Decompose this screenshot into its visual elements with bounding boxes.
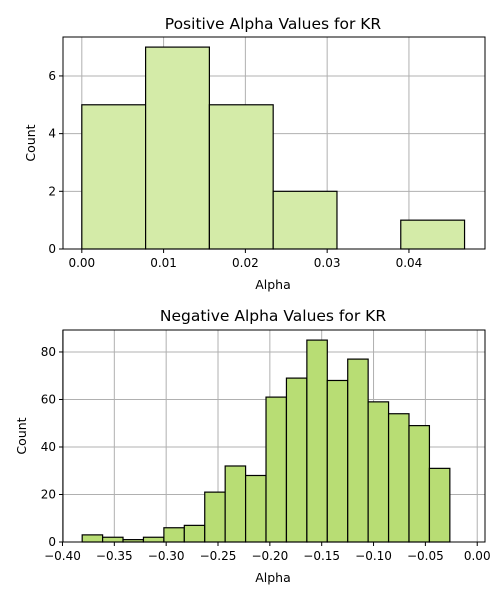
negative-alpha-histogram: Negative Alpha Values for KR Alpha Count… — [14, 307, 491, 585]
histogram-bar — [326, 379, 349, 543]
x-tick-label: −0.35 — [96, 549, 133, 563]
positive-alpha-histogram: Positive Alpha Values for KR Alpha Count… — [23, 15, 486, 292]
bars — [81, 46, 466, 250]
bars — [81, 339, 451, 543]
x-tick-label: −0.10 — [355, 549, 392, 563]
x-tick-label: 0.01 — [150, 256, 177, 270]
histogram-bar — [265, 396, 288, 543]
histogram-bar — [306, 339, 328, 543]
x-tick-label: −0.40 — [44, 549, 81, 563]
y-tick-label: 0 — [48, 242, 56, 256]
y-tick-label: 20 — [41, 487, 56, 501]
histogram-bar — [81, 104, 147, 250]
chart-title: Negative Alpha Values for KR — [160, 307, 386, 325]
y-tick-label: 80 — [41, 345, 56, 359]
histogram-bar — [208, 104, 274, 250]
histogram-bar — [81, 534, 104, 543]
y-tick-label: 40 — [41, 440, 56, 454]
histogram-bar — [145, 46, 210, 250]
histogram-bar — [204, 491, 226, 543]
histogram-bar — [347, 358, 369, 543]
x-tick-label: −0.15 — [303, 549, 340, 563]
histogram-bar — [285, 377, 308, 543]
x-tick-label: −0.25 — [200, 549, 237, 563]
x-tick-label: 0.02 — [232, 256, 259, 270]
histogram-bar — [224, 465, 247, 543]
y-axis-label: Count — [23, 124, 38, 161]
histogram-bar — [428, 467, 451, 543]
histogram-bar — [367, 401, 390, 543]
x-tick-label: 0.04 — [396, 256, 423, 270]
histogram-bar — [183, 524, 206, 543]
histogram-bar — [408, 425, 431, 543]
histogram-bar — [244, 474, 267, 543]
x-tick-label: −0.05 — [407, 549, 444, 563]
histogram-bar — [163, 527, 185, 543]
histogram-bar — [142, 536, 165, 543]
x-axis-label: Alpha — [255, 570, 291, 585]
x-tick-label: 0.00 — [464, 549, 491, 563]
histogram-bar — [400, 219, 466, 250]
y-tick-label: 60 — [41, 392, 56, 406]
plot-frame — [62, 36, 486, 250]
histogram-bar — [272, 190, 338, 250]
y-axis-label: Count — [14, 417, 29, 454]
y-tick-label: 0 — [48, 535, 56, 549]
x-axis-label: Alpha — [255, 277, 291, 292]
histogram-bar — [387, 413, 410, 543]
y-tick-label: 6 — [48, 69, 56, 83]
x-tick-label: −0.20 — [251, 549, 288, 563]
plot-frame — [62, 329, 486, 543]
y-tick-label: 2 — [48, 184, 56, 198]
x-tick-label: −0.30 — [148, 549, 185, 563]
x-tick-label: 0.03 — [314, 256, 341, 270]
histogram-bar — [102, 536, 124, 543]
chart-title: Positive Alpha Values for KR — [165, 15, 382, 33]
y-tick-label: 4 — [48, 127, 56, 141]
x-tick-label: 0.00 — [68, 256, 95, 270]
